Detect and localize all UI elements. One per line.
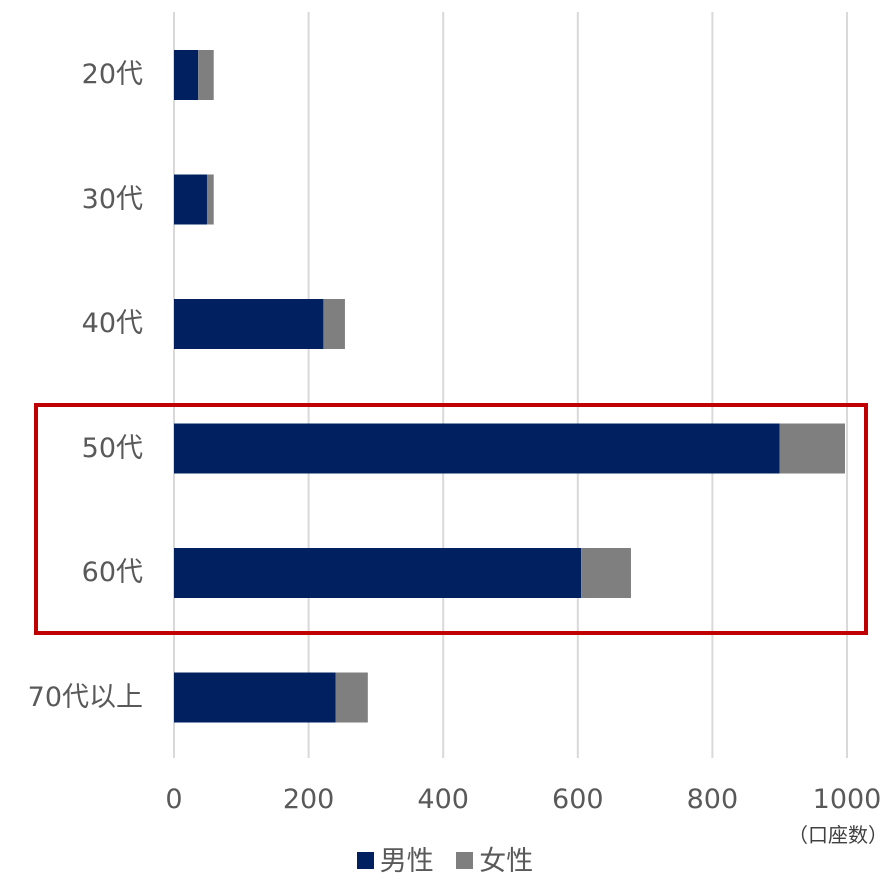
bar-30代-女性: [206, 174, 214, 225]
legend-item-male: 男性: [356, 845, 434, 879]
bar-50代-女性: [779, 423, 845, 474]
legend-label-female: 女性: [479, 846, 534, 877]
category-label: 50代: [81, 432, 143, 464]
bar-40代-男性: [174, 299, 324, 349]
x-tick-label: 1000: [812, 784, 882, 815]
bar-60代-女性: [581, 548, 631, 598]
legend-swatch-female: [456, 852, 474, 869]
category-label: 40代: [81, 308, 143, 339]
legend-item-female: 女性: [456, 845, 533, 879]
bar-50代-男性: [174, 423, 780, 474]
category-label: 60代: [81, 557, 143, 588]
legend-swatch-male: [356, 852, 374, 869]
x-tick-label: 800: [686, 784, 739, 815]
x-tick-label: 400: [417, 784, 469, 815]
x-tick-label: 0: [165, 784, 183, 815]
bar-40代-女性: [323, 299, 345, 349]
bar-70代以上-女性: [335, 672, 368, 723]
highlight-box-50s-60s: [34, 403, 868, 635]
bar-70代以上-男性: [174, 672, 336, 723]
legend: 男性 女性: [0, 845, 890, 879]
bar-20代-女性: [198, 50, 214, 100]
bar-30代-男性: [174, 174, 207, 225]
category-label: 30代: [81, 183, 143, 215]
x-tick-label: 200: [282, 784, 335, 815]
bar-20代-男性: [174, 50, 199, 100]
x-tick-label: 600: [552, 784, 604, 815]
category-label: 20代: [81, 59, 143, 90]
bar-60代-男性: [174, 548, 582, 598]
legend-label-male: 男性: [379, 846, 434, 877]
category-label: 70代以上: [27, 681, 143, 713]
unit-label: （口座数）: [788, 823, 888, 847]
